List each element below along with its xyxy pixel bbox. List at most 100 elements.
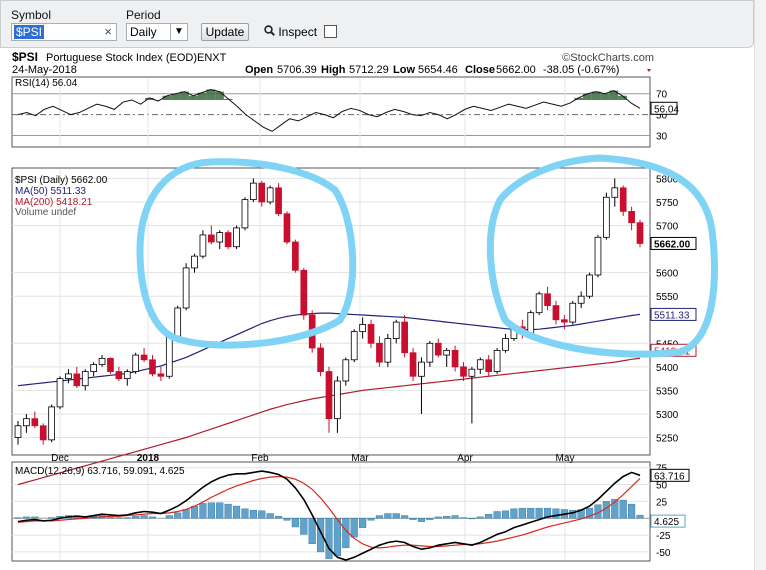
- macd-histogram-bar: [476, 516, 484, 519]
- candle-body: [157, 373, 165, 377]
- close-icon[interactable]: ×: [104, 24, 112, 39]
- x-tick-label: Dec: [51, 453, 69, 464]
- inspect-checkbox[interactable]: [324, 25, 337, 38]
- update-button[interactable]: Update: [201, 23, 249, 41]
- macd-tick-label: 25: [656, 497, 668, 508]
- symbol-input[interactable]: $PSI ×: [11, 23, 117, 41]
- candle-body: [544, 293, 551, 307]
- candle-body: [443, 349, 451, 356]
- macd-histogram-bar: [468, 518, 476, 520]
- symbol-value[interactable]: $PSI: [14, 25, 45, 39]
- candle-body: [31, 418, 39, 427]
- candle-body: [485, 359, 493, 372]
- price-tick-label: 5700: [656, 222, 679, 233]
- price-tick-label: 5550: [656, 292, 679, 303]
- macd-histogram-bar: [443, 516, 451, 519]
- macd-histogram-bar: [367, 518, 375, 521]
- macd-last-value: 63.716: [654, 471, 685, 482]
- candle-body: [300, 269, 308, 316]
- macd-histogram-bar: [333, 518, 341, 557]
- macd-histogram-bar: [148, 516, 157, 519]
- macd-histogram-bar: [518, 507, 526, 519]
- macd-last-box: [650, 468, 690, 482]
- rsi-overbought-fill: [162, 95, 172, 100]
- macd-tick-label: -25: [656, 531, 671, 542]
- macd-histogram-bar: [199, 503, 207, 519]
- candle-body: [250, 182, 257, 201]
- price-tick-label: 5350: [656, 386, 679, 397]
- candle-body: [359, 324, 366, 332]
- macd-histogram-bar: [123, 517, 131, 519]
- candle-body: [342, 359, 350, 382]
- rsi-overbought-fill: [215, 91, 224, 100]
- inspect-toggle[interactable]: Inspect: [263, 25, 317, 39]
- macd-histogram-bar: [224, 503, 232, 519]
- period-value[interactable]: Daily: [130, 25, 157, 39]
- rsi-overbought-fill: [171, 93, 181, 100]
- macd-histogram-bar: [434, 516, 442, 519]
- macd-histogram-bar: [392, 513, 400, 519]
- macd-histogram-bar: [459, 517, 468, 519]
- price-tick-label: 5400: [656, 363, 679, 374]
- macd-chart: [14, 470, 644, 561]
- period-select[interactable]: Daily ▼: [126, 23, 188, 41]
- candle-body: [476, 359, 484, 370]
- inspect-label[interactable]: Inspect: [278, 25, 318, 39]
- candle-body: [493, 349, 501, 372]
- macd-histogram-bar: [543, 507, 552, 519]
- candle-body: [468, 368, 476, 377]
- price-tick-label: 5250: [656, 434, 679, 445]
- macd-histogram-bar: [501, 510, 510, 519]
- candle-body: [123, 371, 131, 380]
- candle-body: [350, 331, 358, 361]
- macd-tick-label: -50: [656, 548, 671, 559]
- candle-body: [636, 222, 644, 244]
- source-label: ©StockCharts.com: [562, 52, 654, 64]
- candle-body: [611, 187, 619, 198]
- price-tick-label: 5800: [656, 174, 679, 185]
- low-value: 5654.46: [418, 64, 458, 76]
- macd-histogram-bar: [132, 516, 140, 519]
- candle-body: [241, 199, 249, 229]
- scrollbar[interactable]: [754, 0, 766, 570]
- candle-body: [199, 234, 207, 257]
- candle-body: [527, 312, 535, 335]
- macd-histogram-bar: [241, 508, 249, 519]
- ma50-box: [650, 307, 697, 321]
- candle-body: [14, 425, 22, 438]
- candle-body: [258, 182, 266, 203]
- candle-body: [115, 371, 123, 380]
- candle-body: [628, 210, 635, 224]
- rsi-panel: [11, 76, 651, 148]
- chevron-down-icon[interactable]: ▼: [170, 24, 187, 40]
- macd-histogram-bar: [619, 499, 627, 519]
- macd-histogram-bar: [140, 515, 148, 519]
- candle-body: [224, 232, 232, 248]
- macd-histogram-bar: [325, 518, 333, 559]
- rsi-tick-label: 50: [656, 111, 668, 122]
- candle-body: [266, 187, 274, 203]
- macd-histogram-bar: [300, 518, 308, 535]
- rsi-overbought-fill: [583, 93, 592, 100]
- candle-body: [392, 321, 400, 339]
- candle-body: [418, 361, 425, 377]
- candle-body: [594, 236, 602, 276]
- macd-histogram-bar: [207, 502, 215, 519]
- candle-body: [39, 425, 47, 441]
- rsi-overbought-fill: [145, 97, 154, 100]
- last-close-label: 5662.00: [654, 239, 691, 250]
- chart-name: Portuguese Stock Index (EOD): [46, 52, 197, 64]
- candle-body: [619, 187, 627, 212]
- ohlc-strip: Open 5706.39 High 5712.29 Low 5654.46 Cl…: [245, 64, 651, 76]
- rsi-overbought-fill: [591, 91, 601, 100]
- macd-histogram-bar: [232, 505, 241, 519]
- macd-histogram-bar: [586, 507, 594, 519]
- macd-histogram-bar: [249, 509, 257, 519]
- macd-histogram-bar: [493, 511, 501, 519]
- macd-tick-label: 50: [656, 481, 668, 492]
- rsi-overbought-fill: [180, 91, 189, 100]
- macd-histogram-bar: [510, 508, 518, 519]
- macd-histogram-bar: [417, 518, 426, 522]
- legend-ma50: MA(50) 5511.33: [15, 186, 86, 197]
